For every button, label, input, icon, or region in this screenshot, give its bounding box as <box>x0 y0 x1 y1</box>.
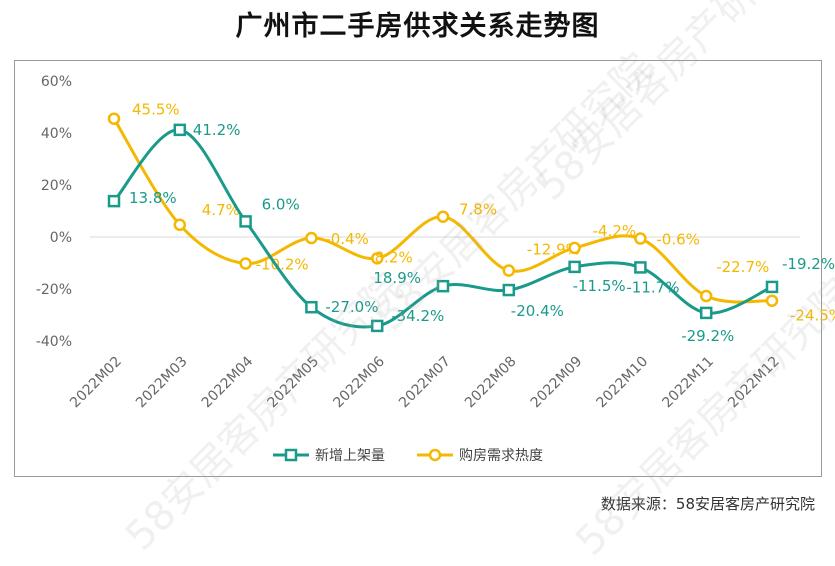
data-point <box>173 218 187 232</box>
data-point <box>107 194 121 208</box>
y-tick-label: -20% <box>36 282 72 298</box>
x-tick-label: 2022M07 <box>396 354 454 412</box>
x-tick-label: 2022M05 <box>265 354 323 412</box>
x-tick-label: 2022M04 <box>199 353 257 411</box>
data-source: 数据来源：58安居客房产研究院 <box>600 495 815 513</box>
data-point <box>239 215 252 228</box>
data-point <box>634 261 647 274</box>
data-point <box>173 123 187 137</box>
data-point <box>699 289 713 303</box>
legend-label: 购房需求热度 <box>459 448 543 464</box>
legend-marker <box>284 448 298 462</box>
x-tick-label: 2022M11 <box>659 354 717 412</box>
data-label: 13.8% <box>129 189 177 207</box>
data-point <box>634 232 647 245</box>
data-point <box>502 283 516 297</box>
data-label: -10.2% <box>256 256 309 274</box>
series-line-listings <box>112 128 773 329</box>
data-label: -22.7% <box>716 258 769 276</box>
legend-label: 新增上架量 <box>315 448 385 464</box>
data-label: 4.7% <box>202 201 240 219</box>
data-point <box>107 112 121 125</box>
x-tick-label: 2022M03 <box>133 354 191 412</box>
x-tick-label: 2022M12 <box>725 354 783 412</box>
x-tick-label: 2022M02 <box>67 354 125 412</box>
data-label: -24.5% <box>790 307 835 325</box>
data-label: 7.8% <box>459 201 497 219</box>
data-label: -0.4% <box>325 230 369 248</box>
data-label: -0.6% <box>656 231 700 249</box>
data-point <box>568 241 581 255</box>
data-label: 45.5% <box>132 101 180 119</box>
data-label: -12.9% <box>527 241 580 259</box>
data-point <box>305 300 318 314</box>
data-point <box>370 319 384 333</box>
y-tick-label: 0% <box>50 230 72 246</box>
data-label: -27.0% <box>325 298 378 316</box>
data-label: 18.9% <box>373 269 421 287</box>
data-point <box>436 210 450 223</box>
x-tick-label: 2022M09 <box>528 354 586 412</box>
data-label: -4.2% <box>593 222 637 240</box>
data-label: -19.2% <box>782 255 835 273</box>
data-label: 41.2% <box>193 121 241 139</box>
data-label: -8.2% <box>369 248 413 266</box>
data-point <box>765 294 779 307</box>
line-chart: 60% 40% 20% 0% -20% -40% 2022M02 2022M03 2022M04… <box>36 74 835 464</box>
x-tick-label: 2022M08 <box>462 354 520 412</box>
chart-frame <box>14 60 822 477</box>
data-point <box>568 260 581 274</box>
y-tick-label: 60% <box>41 74 72 90</box>
legend-marker <box>428 448 442 462</box>
data-label: 6.0% <box>262 195 300 213</box>
x-tick-label: 2022M06 <box>330 353 388 411</box>
y-tick-label: -40% <box>36 334 72 350</box>
chart-title: 广州市二手房供求关系走势图 <box>235 11 600 42</box>
data-point <box>765 280 779 294</box>
data-label: -20.4% <box>511 302 564 320</box>
data-label: -11.5% <box>573 277 626 295</box>
y-tick-label: 20% <box>41 178 72 194</box>
data-label: -34.2% <box>391 307 444 325</box>
y-tick-label: 40% <box>41 126 72 142</box>
data-point <box>239 257 252 270</box>
data-point <box>305 231 318 245</box>
data-point <box>436 279 450 293</box>
data-point <box>502 264 516 277</box>
data-point <box>370 252 384 265</box>
data-label: -11.7% <box>626 278 679 296</box>
x-tick-label: 2022M10 <box>594 354 652 412</box>
data-point <box>699 306 713 320</box>
data-label: -29.2% <box>681 327 734 345</box>
